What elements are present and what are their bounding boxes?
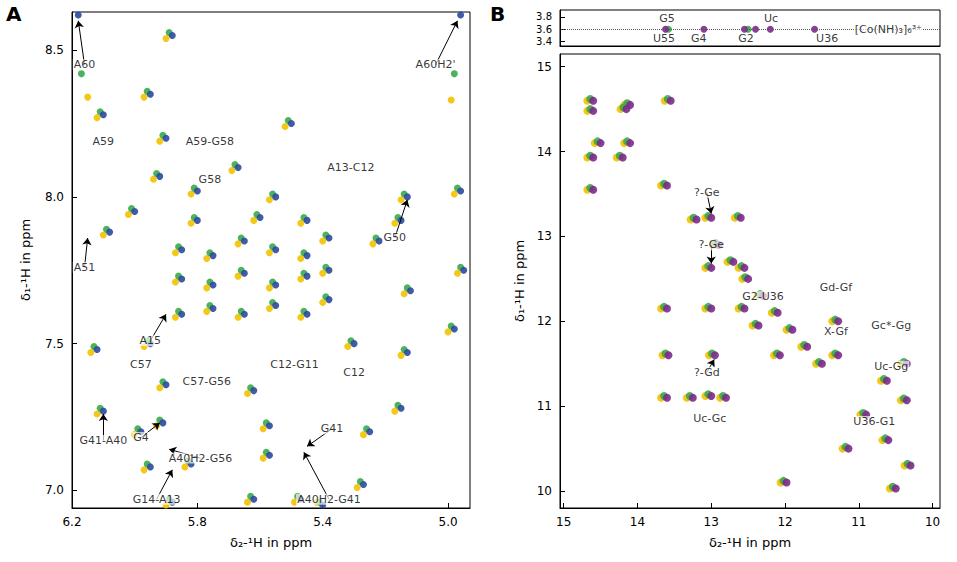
svg-text:14: 14 <box>537 145 552 159</box>
svg-text:8.0: 8.0 <box>45 190 64 204</box>
svg-text:10: 10 <box>537 484 552 498</box>
svg-text:C12-G11: C12-G11 <box>270 358 319 371</box>
svg-text:G4: G4 <box>691 32 707 45</box>
svg-text:U55: U55 <box>653 32 675 45</box>
svg-text:G41: G41 <box>321 422 344 435</box>
svg-text:3.8: 3.8 <box>536 11 552 22</box>
svg-text:6.2: 6.2 <box>62 515 81 529</box>
svg-text:Uc-Gc: Uc-Gc <box>693 412 726 425</box>
svg-text:G5: G5 <box>659 12 675 25</box>
svg-text:C57-G56: C57-G56 <box>182 375 231 388</box>
svg-text:A13-C12: A13-C12 <box>327 161 374 174</box>
svg-text:3.6: 3.6 <box>536 24 552 35</box>
svg-text:G14-A13: G14-A13 <box>133 493 181 506</box>
svg-text:G2: G2 <box>738 32 754 45</box>
svg-text:δ₂-¹H in ppm: δ₂-¹H in ppm <box>709 535 791 550</box>
svg-text:[Co(NH)₃]₆³⁺: [Co(NH)₃]₆³⁺ <box>855 23 922 36</box>
svg-text:5.0: 5.0 <box>439 515 458 529</box>
svg-text:G4: G4 <box>133 431 149 444</box>
svg-text:G41-A40: G41-A40 <box>79 434 127 447</box>
svg-text:A40H2-G56: A40H2-G56 <box>169 452 233 465</box>
svg-text:Gc*-Gg: Gc*-Gg <box>871 319 911 332</box>
svg-text:A40H2-G41: A40H2-G41 <box>297 493 361 506</box>
svg-text:A59-G58: A59-G58 <box>186 135 234 148</box>
svg-text:15: 15 <box>556 515 571 529</box>
svg-text:A59: A59 <box>93 135 115 148</box>
svg-text:5.8: 5.8 <box>188 515 207 529</box>
svg-text:?-Ge: ?-Ge <box>699 238 725 251</box>
svg-text:3.4: 3.4 <box>536 36 552 47</box>
svg-text:11: 11 <box>851 515 866 529</box>
svg-text:8.5: 8.5 <box>45 43 64 57</box>
svg-text:?-Gd: ?-Gd <box>694 366 720 379</box>
svg-text:?-Ge: ?-Ge <box>694 186 720 199</box>
svg-text:δ₂-¹H in ppm: δ₂-¹H in ppm <box>230 535 312 550</box>
svg-text:A51: A51 <box>74 261 96 274</box>
svg-text:A60H2': A60H2' <box>416 58 456 71</box>
svg-text:C57: C57 <box>130 358 152 371</box>
svg-text:U36-G1: U36-G1 <box>853 415 895 428</box>
svg-text:7.5: 7.5 <box>45 337 64 351</box>
svg-text:Uc: Uc <box>764 12 778 25</box>
svg-text:δ₁-¹H in ppm: δ₁-¹H in ppm <box>18 219 33 301</box>
svg-text:X-Gf: X-Gf <box>824 325 849 338</box>
svg-text:G50: G50 <box>384 231 407 244</box>
svg-text:Uc-Gg: Uc-Gg <box>874 360 908 373</box>
svg-text:12: 12 <box>537 314 552 328</box>
svg-text:12: 12 <box>777 515 792 529</box>
svg-text:13: 13 <box>537 229 552 243</box>
svg-text:A15: A15 <box>140 334 162 347</box>
svg-text:Gd-Gf: Gd-Gf <box>820 281 853 294</box>
svg-text:13: 13 <box>704 515 719 529</box>
svg-text:7.0: 7.0 <box>45 483 64 497</box>
svg-text:11: 11 <box>537 399 552 413</box>
svg-text:A60: A60 <box>74 58 96 71</box>
svg-text:5.4: 5.4 <box>313 515 332 529</box>
svg-text:C12: C12 <box>343 366 365 379</box>
svg-text:A: A <box>6 2 22 26</box>
svg-text:G58: G58 <box>199 173 222 186</box>
svg-text:δ₁-¹H in ppm: δ₁-¹H in ppm <box>512 240 527 322</box>
svg-text:U36: U36 <box>816 32 838 45</box>
svg-text:15: 15 <box>537 60 552 74</box>
svg-text:B: B <box>490 2 505 26</box>
svg-text:14: 14 <box>630 515 645 529</box>
svg-text:G2-U36: G2-U36 <box>742 290 784 303</box>
svg-text:10: 10 <box>925 515 940 529</box>
